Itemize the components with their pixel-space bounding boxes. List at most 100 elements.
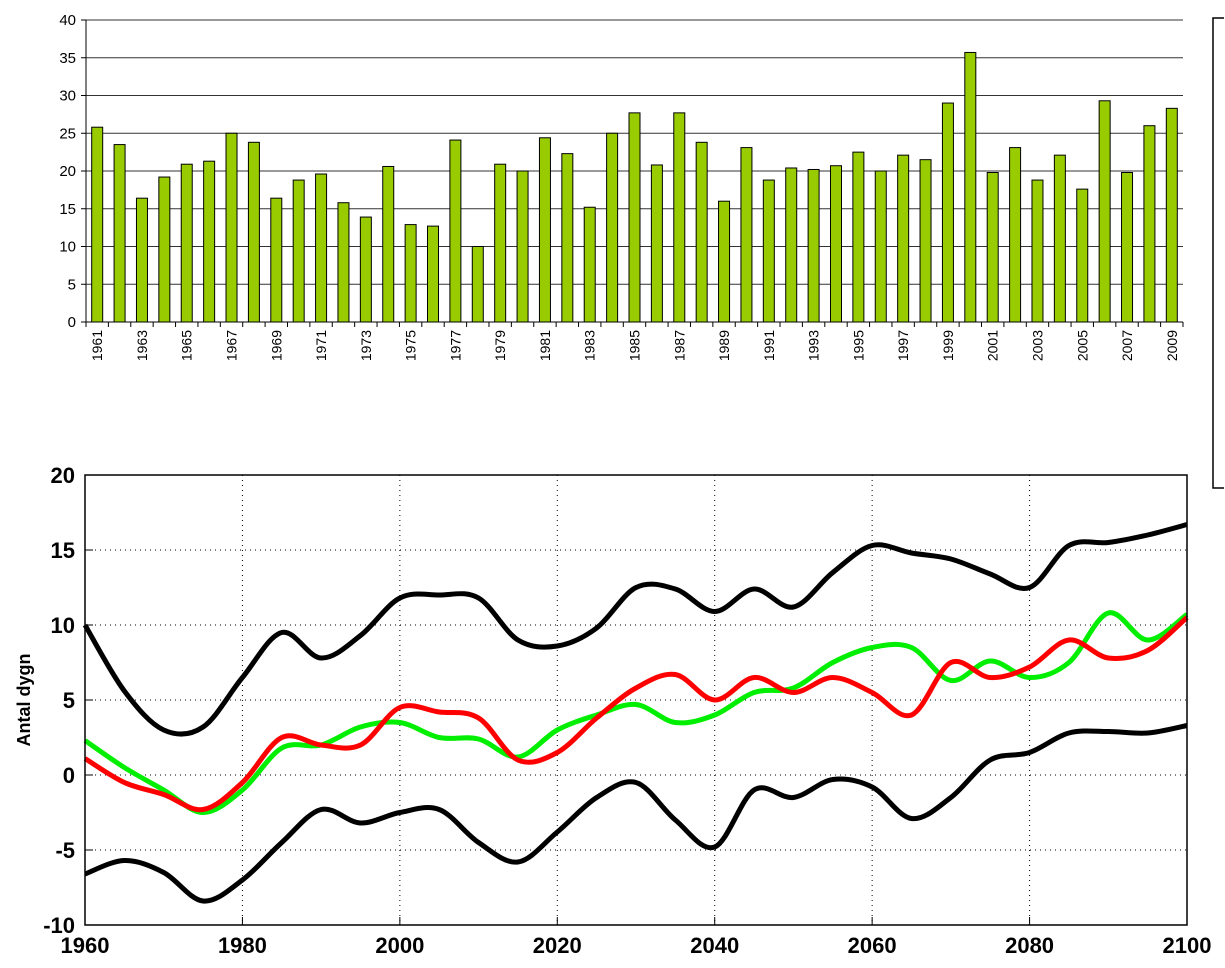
y-tick-label: 40 <box>59 12 76 29</box>
bar <box>1121 172 1134 323</box>
line-series <box>82 522 1188 737</box>
x-tick-label: 1973 <box>358 330 374 361</box>
bar <box>919 159 932 323</box>
y-tick-label: 5 <box>68 276 76 293</box>
bar <box>1098 100 1111 323</box>
bar <box>359 216 372 323</box>
bar <box>650 164 663 323</box>
bar <box>740 147 753 323</box>
x-tick-label: 2007 <box>1119 330 1135 361</box>
y-tick-label: 20 <box>51 463 75 488</box>
y-tick-label: -5 <box>55 838 75 863</box>
bar <box>852 151 865 323</box>
x-tick-label: 1979 <box>492 330 508 361</box>
bar <box>1165 107 1178 323</box>
x-tick-label: 1967 <box>224 330 240 361</box>
bar <box>1143 125 1156 323</box>
x-tick-label: 1977 <box>447 330 463 361</box>
x-tick-label: 2080 <box>1005 933 1054 958</box>
y-tick-label: 10 <box>59 239 76 256</box>
y-tick-label: 30 <box>59 88 76 105</box>
y-tick-label: 0 <box>63 763 75 788</box>
bar <box>807 168 820 323</box>
bar <box>315 173 328 323</box>
y-tick-label: 20 <box>59 163 76 180</box>
bar <box>292 179 305 323</box>
bar <box>964 51 977 323</box>
bar <box>158 176 171 323</box>
bar <box>762 179 775 323</box>
bar <box>382 165 395 323</box>
bar <box>1053 154 1066 323</box>
y-tick-label: 10 <box>51 613 75 638</box>
x-tick-label: 1961 <box>89 330 105 361</box>
x-tick-label: 2020 <box>533 933 582 958</box>
bar <box>941 102 954 323</box>
x-tick-label: 1983 <box>582 330 598 361</box>
bar <box>538 137 551 323</box>
bar <box>1031 179 1044 323</box>
bar <box>91 126 104 323</box>
bar <box>606 132 619 323</box>
x-tick-label: 1975 <box>403 330 419 361</box>
x-tick-label: 1969 <box>268 330 284 361</box>
bar <box>583 206 596 323</box>
x-tick-label: 1987 <box>671 330 687 361</box>
y-axis-label: Antal dygn <box>14 654 34 747</box>
line-series <box>83 615 1189 813</box>
y-tick-label: 35 <box>59 50 76 67</box>
x-tick-label: 2003 <box>1029 330 1045 361</box>
x-tick-label: 1991 <box>761 330 777 361</box>
bar <box>404 224 417 323</box>
x-tick-label: 1960 <box>61 933 110 958</box>
y-tick-label: 5 <box>63 688 75 713</box>
x-tick-label: 2100 <box>1163 933 1212 958</box>
x-tick-label: 2005 <box>1074 330 1090 361</box>
bar <box>247 141 260 323</box>
x-tick-label: 2060 <box>848 933 897 958</box>
y-tick-label: 15 <box>59 201 76 218</box>
x-tick-label: 2009 <box>1164 330 1180 361</box>
x-tick-label: 1971 <box>313 330 329 361</box>
x-tick-label: 1963 <box>134 330 150 361</box>
bar <box>561 153 574 323</box>
bar <box>203 160 216 323</box>
x-tick-label: 1989 <box>716 330 732 361</box>
bar <box>113 144 126 323</box>
x-tick-label: 2001 <box>985 330 1001 361</box>
y-tick-label: 0 <box>68 314 76 331</box>
bar <box>718 200 731 323</box>
bar <box>695 141 708 323</box>
x-tick-label: 1980 <box>218 933 267 958</box>
x-tick-label: 1999 <box>940 330 956 361</box>
legend-box <box>1212 17 1224 489</box>
bar <box>1076 188 1089 323</box>
y-tick-label: -10 <box>43 913 75 938</box>
bar <box>897 154 910 323</box>
bar <box>180 163 193 323</box>
bar <box>829 165 842 323</box>
bar <box>449 139 462 323</box>
bar <box>270 197 283 323</box>
plot-frame <box>84 474 1188 926</box>
bar <box>494 163 507 323</box>
bar <box>673 112 686 323</box>
bar <box>135 197 148 323</box>
x-tick-label: 1985 <box>627 330 643 361</box>
bar <box>1009 147 1022 323</box>
bar <box>225 132 238 323</box>
bar <box>785 167 798 323</box>
bar <box>628 112 641 323</box>
bar <box>427 225 440 323</box>
bar <box>986 172 999 323</box>
y-tick-label: 25 <box>59 125 76 142</box>
bar <box>337 202 350 323</box>
x-tick-label: 1965 <box>179 330 195 361</box>
bar <box>874 170 887 323</box>
x-tick-label: 1997 <box>895 330 911 361</box>
x-tick-label: 2040 <box>690 933 739 958</box>
x-tick-label: 1981 <box>537 330 553 361</box>
line-series <box>84 723 1188 904</box>
x-tick-label: 1993 <box>806 330 822 361</box>
